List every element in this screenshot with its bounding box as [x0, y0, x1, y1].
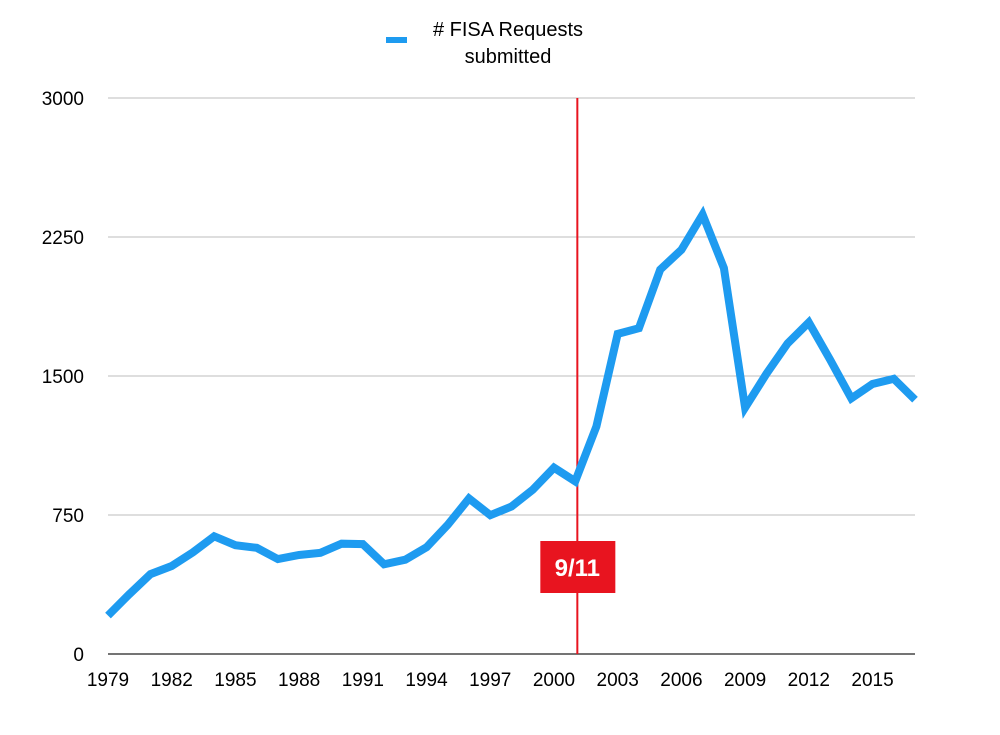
x-tick-label: 2000	[533, 670, 575, 691]
y-tick-label: 750	[52, 506, 84, 527]
x-tick-label: 1994	[405, 670, 448, 691]
y-tick-label: 3000	[42, 89, 84, 110]
y-tick-label: 1500	[42, 367, 84, 388]
x-tick-label: 1982	[151, 670, 193, 691]
legend-label: # FISA Requests	[433, 19, 583, 41]
x-tick-label: 1985	[214, 670, 256, 691]
y-tick-label: 0	[73, 645, 84, 666]
series-layer	[105, 205, 918, 619]
y-tick-label: 2250	[42, 228, 84, 249]
annotation-label-9-11: 9/11	[555, 555, 600, 582]
series-line-fisa-requests	[105, 205, 918, 619]
x-tick-label: 1991	[342, 670, 384, 691]
x-tick-label: 1988	[278, 670, 320, 691]
y-axis-tick-labels: 0 750 1500 2250 3000	[42, 89, 84, 666]
x-tick-label: 1979	[87, 670, 129, 691]
x-tick-label: 2006	[660, 670, 702, 691]
legend-label: submitted	[465, 46, 552, 68]
legend: # FISA Requests submitted	[386, 19, 583, 68]
x-tick-label: 2003	[597, 670, 639, 691]
annotation-label-box	[540, 541, 616, 593]
annotations: 9/11	[540, 98, 616, 654]
x-tick-label: 1997	[469, 670, 511, 691]
x-tick-label: 2015	[851, 670, 893, 691]
x-axis-tick-labels: 1979 1982 1985 1988 1991 1994 1997 2000 2003 2006…	[87, 670, 894, 691]
gridlines	[108, 97, 915, 655]
x-tick-label: 2012	[788, 670, 830, 691]
x-tick-label: 2009	[724, 670, 766, 691]
